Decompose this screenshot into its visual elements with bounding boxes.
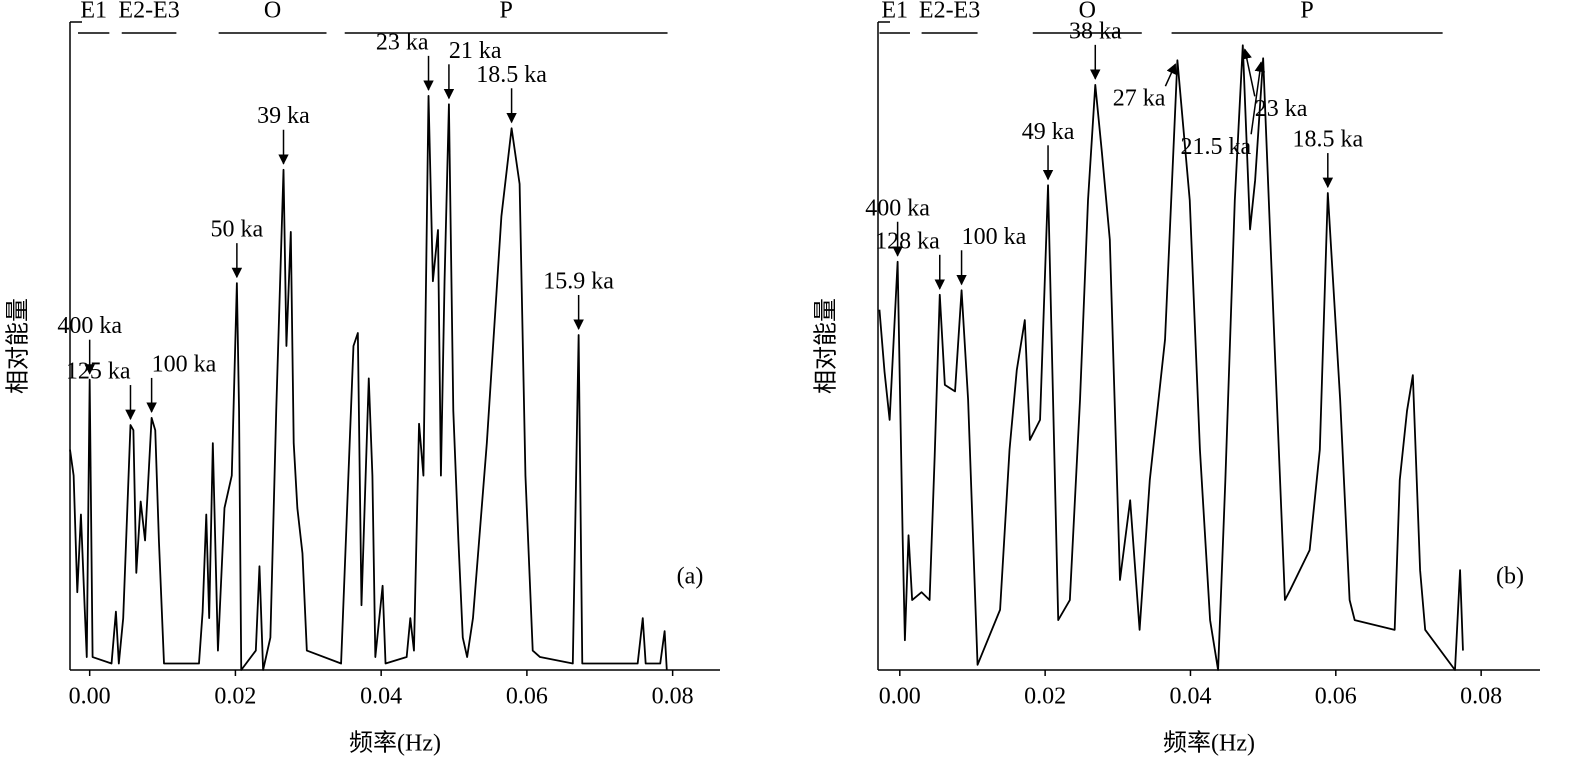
x-axis-label: 频率(Hz): [349, 730, 441, 757]
y-axis-label: 相对能量: [5, 298, 32, 394]
arrow: [1241, 48, 1256, 97]
band-label: E1: [881, 0, 908, 24]
annotation: 18.5 ka: [1292, 127, 1363, 153]
annotation: 49 ka: [1022, 119, 1075, 145]
panel-label: (b): [1496, 564, 1524, 590]
arrow: [1250, 61, 1266, 135]
annotation: 21.5 ka: [1180, 134, 1251, 160]
x-tick-label: 0.08: [652, 684, 694, 710]
band-label: O: [264, 0, 281, 24]
x-tick-label: 0.06: [506, 684, 548, 710]
x-tick-label: 0.00: [879, 684, 921, 710]
annotation: 100 ka: [152, 351, 217, 377]
x-tick-label: 0.06: [1315, 684, 1357, 710]
annotation: 100 ka: [962, 224, 1027, 250]
band-label: O: [1079, 0, 1096, 24]
x-tick-label: 0.08: [1460, 684, 1502, 710]
annotation: 23 ka: [1255, 96, 1308, 122]
annotation: 128 ka: [875, 228, 940, 254]
annotation: 38 ka: [1069, 18, 1122, 44]
arrow: [1164, 63, 1177, 87]
x-axis-label: 频率(Hz): [1163, 730, 1255, 757]
annotation: 21 ka: [449, 38, 502, 64]
band-label: E2-E3: [118, 0, 179, 24]
annotation: 125 ka: [66, 359, 131, 385]
panel-label: (a): [677, 564, 704, 590]
band-label: P: [499, 0, 512, 24]
spectrum-line: [878, 44, 1464, 671]
annotation: 23 ka: [376, 29, 429, 55]
annotation: 27 ka: [1113, 86, 1166, 112]
band-label: E2-E3: [919, 0, 980, 24]
annotation: 400 ka: [57, 313, 122, 339]
x-tick-label: 0.00: [69, 684, 111, 710]
x-tick-label: 0.02: [214, 684, 256, 710]
annotation: 15.9 ka: [543, 268, 614, 294]
band-label: P: [1300, 0, 1313, 24]
y-axis-label: 相对能量: [813, 298, 840, 394]
x-tick-label: 0.02: [1024, 684, 1066, 710]
band-label: E1: [80, 0, 107, 24]
x-tick-label: 0.04: [360, 684, 402, 710]
annotation: 18.5 ka: [476, 62, 547, 88]
annotation: 50 ka: [211, 217, 264, 243]
x-tick-label: 0.04: [1169, 684, 1211, 710]
spectrum-line: [69, 94, 668, 671]
annotation: 400 ka: [865, 195, 930, 221]
annotation: 39 ka: [257, 103, 310, 129]
